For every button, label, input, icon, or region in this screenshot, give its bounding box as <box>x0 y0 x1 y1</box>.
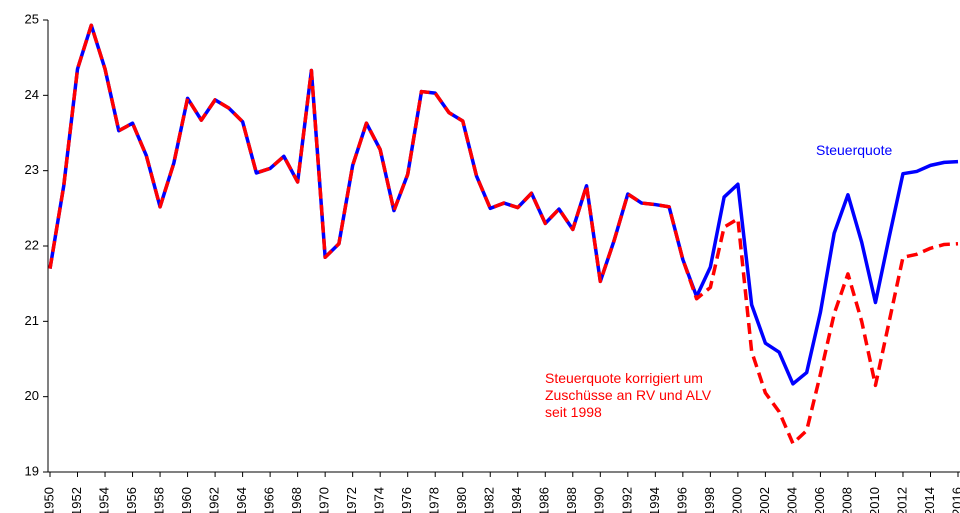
x-tick-label: 1952 <box>69 487 84 513</box>
x-tick-label: 1978 <box>427 487 442 513</box>
series-label: Steuerquote <box>816 142 893 158</box>
x-tick-label: 2016 <box>949 487 960 513</box>
x-tick-label: 1998 <box>702 487 717 513</box>
x-tick-label: 1992 <box>619 487 634 513</box>
x-tick-label: 1980 <box>454 487 469 513</box>
x-tick-label: 1996 <box>674 487 689 513</box>
series-line <box>48 23 959 446</box>
x-tick-label: 2014 <box>922 487 937 513</box>
x-tick-label: 2012 <box>894 487 909 513</box>
x-tick-label: 2002 <box>757 487 772 513</box>
x-tick-label: 2000 <box>729 487 744 513</box>
x-tick-label: 2006 <box>812 487 827 513</box>
x-tick-label: 1956 <box>124 487 139 513</box>
x-tick-label: 1970 <box>317 487 332 513</box>
y-tick-label: 25 <box>25 11 39 26</box>
x-tick-label: 2008 <box>839 487 854 513</box>
x-tick-label: 1954 <box>96 487 111 513</box>
x-tick-label: 1982 <box>482 487 497 513</box>
x-tick-label: 1984 <box>509 487 524 513</box>
y-tick-label: 22 <box>25 237 39 252</box>
y-tick-label: 24 <box>25 87 39 102</box>
x-tick-label: 1976 <box>399 487 414 513</box>
x-tick-label: 1994 <box>647 487 662 513</box>
x-tick-label: 2004 <box>784 487 799 513</box>
x-tick-label: 1974 <box>372 487 387 513</box>
x-tick-label: 1986 <box>537 487 552 513</box>
x-tick-label: 1988 <box>564 487 579 513</box>
y-tick-label: 19 <box>25 463 39 478</box>
y-tick-label: 23 <box>25 162 39 177</box>
y-tick-label: 20 <box>25 388 39 403</box>
y-tick-label: 21 <box>25 313 39 328</box>
series-label: Steuerquote korrigiert um Zuschüsse an R… <box>545 370 712 420</box>
x-tick-label: 1966 <box>262 487 277 513</box>
x-tick-label: 1964 <box>234 487 249 513</box>
x-tick-label: 1972 <box>344 487 359 513</box>
x-tick-label: 2010 <box>867 487 882 513</box>
x-tick-label: 1990 <box>592 487 607 513</box>
x-tick-label: 1960 <box>179 487 194 513</box>
x-tick-label: 1962 <box>207 487 222 513</box>
x-tick-label: 1958 <box>151 487 166 513</box>
x-tick-label: 1968 <box>289 487 304 513</box>
x-tick-label: 1950 <box>41 487 56 513</box>
